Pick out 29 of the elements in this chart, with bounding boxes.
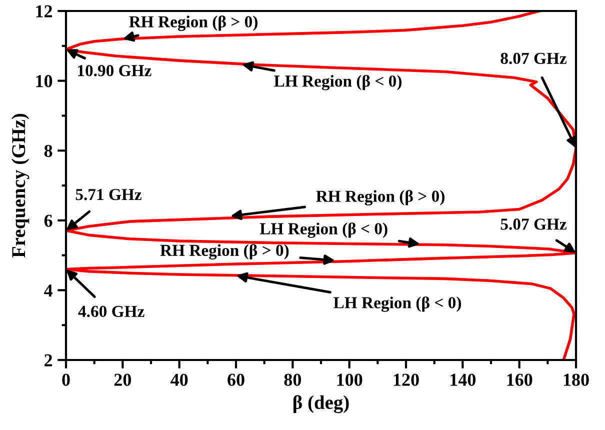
annotation: 5.07 GHz bbox=[500, 218, 566, 230]
y-axis-title: Frequency (GHz) bbox=[12, 114, 30, 258]
annotation: LH Region (β < 0) bbox=[260, 222, 388, 238]
y-tick-label: 8 bbox=[44, 144, 52, 158]
x-tick-label: 140 bbox=[450, 374, 476, 386]
y-tick-label: 10 bbox=[36, 75, 52, 88]
y-tick-label: 6 bbox=[44, 214, 52, 227]
x-tick-label: 80 bbox=[284, 374, 302, 386]
x-tick-label: 180 bbox=[564, 374, 589, 386]
x-tick-label: 100 bbox=[337, 374, 362, 386]
annotation: 8.07 GHz bbox=[500, 52, 566, 64]
annotation: LH Region (β < 0) bbox=[274, 74, 402, 90]
x-tick-label: 60 bbox=[228, 374, 244, 386]
x-axis-title: β (deg) bbox=[293, 395, 349, 414]
x-tick-label: 20 bbox=[114, 374, 132, 386]
annotation: 5.71 GHz bbox=[76, 188, 142, 200]
x-tick-label: 0 bbox=[62, 374, 70, 386]
annotation: LH Region (β < 0) bbox=[334, 296, 461, 312]
annotation: RH Region (β > 0) bbox=[129, 16, 258, 31]
annotation: 10.90 GHz bbox=[78, 65, 152, 76]
annotation: 4.60 GHz bbox=[78, 306, 144, 318]
annotation: RH Region (β > 0) bbox=[316, 190, 444, 206]
y-tick-label: 12 bbox=[36, 5, 52, 18]
x-tick-label: 40 bbox=[170, 374, 188, 386]
annotation: RH Region (β > 0) bbox=[160, 244, 289, 260]
x-tick-label: 120 bbox=[394, 374, 419, 386]
y-tick-label: 4 bbox=[44, 284, 52, 296]
y-tick-label: 2 bbox=[44, 354, 52, 366]
x-tick-label: 160 bbox=[507, 374, 532, 386]
